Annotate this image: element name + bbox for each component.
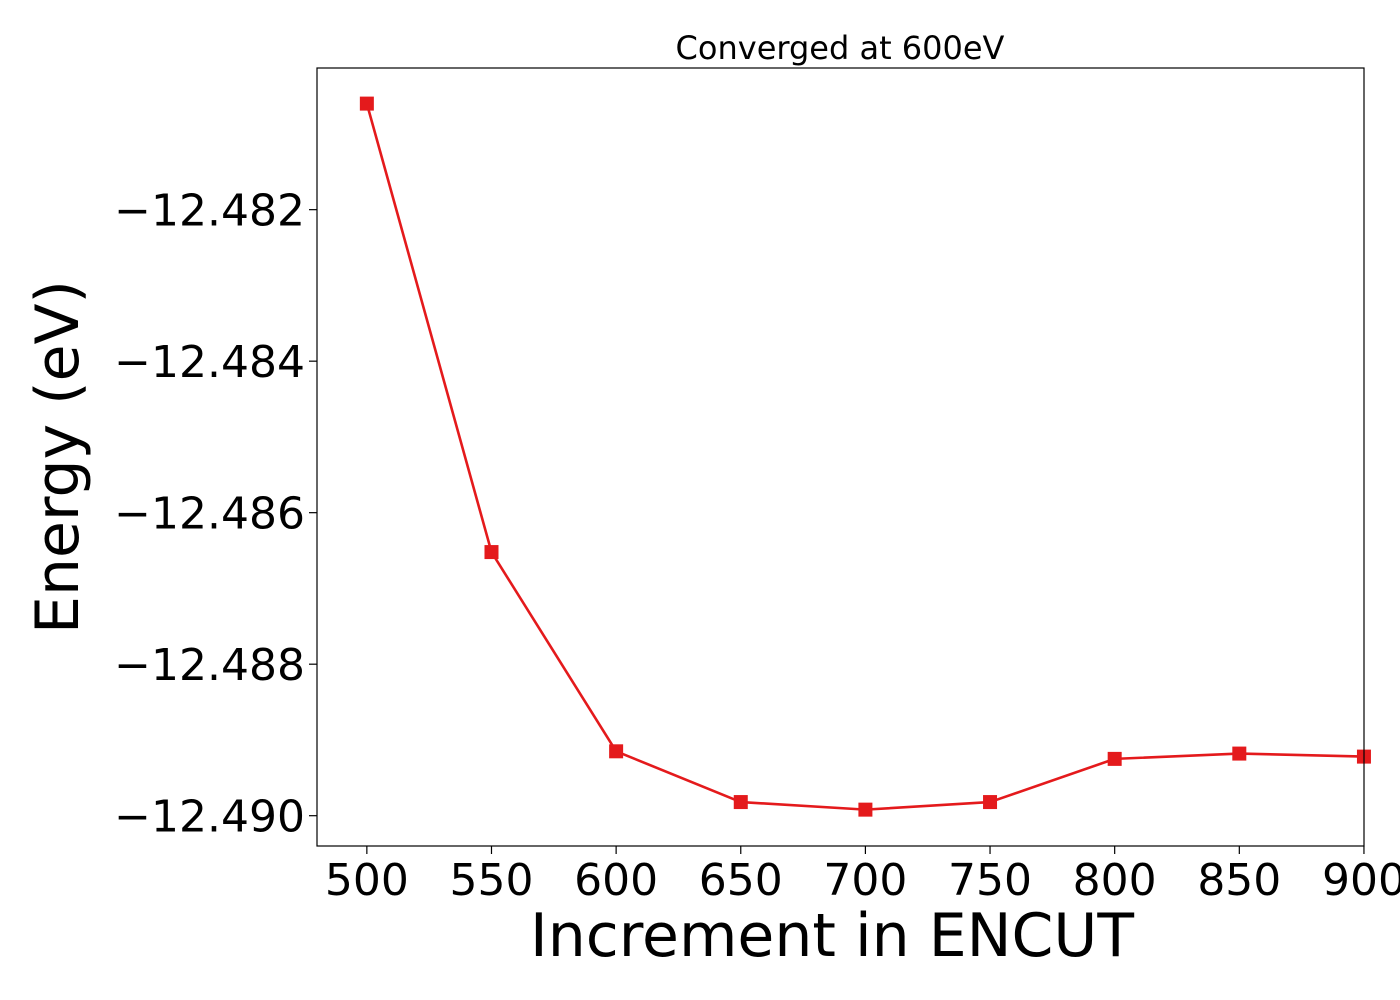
data-point [609, 744, 624, 759]
x-axis-label: Increment in ENCUT [530, 901, 1134, 971]
y-tick-label: −12.482 [114, 186, 305, 237]
data-point [1232, 746, 1247, 761]
data-point [359, 96, 374, 111]
x-tick-label: 750 [948, 855, 1032, 906]
x-tick-label: 650 [699, 855, 783, 906]
data-point [858, 802, 873, 817]
x-tick-label: 600 [574, 855, 658, 906]
y-axis-label: Energy (eV) [23, 280, 93, 634]
x-tick-label: 550 [449, 855, 533, 906]
x-tick-label: 900 [1322, 855, 1400, 906]
y-tick-label: −12.490 [114, 792, 305, 843]
data-point [733, 795, 748, 810]
axis-tick-labels: 500 550 600 650 700 750 800 850 900 −12.482 −12.48… [114, 186, 1400, 906]
data-point [1107, 751, 1122, 766]
y-tick-label: −12.488 [114, 640, 305, 691]
x-tick-label: 800 [1073, 855, 1157, 906]
x-tick-label: 500 [325, 855, 409, 906]
x-tick-label: 700 [823, 855, 907, 906]
chart-title: Converged at 600eV [676, 29, 1005, 67]
axis-ticks [309, 209, 1365, 854]
plot-frame [316, 67, 1365, 847]
data-point [983, 795, 998, 810]
x-tick-label: 850 [1197, 855, 1281, 906]
y-tick-label: −12.484 [114, 337, 305, 388]
y-tick-label: −12.486 [114, 489, 305, 540]
data-point [484, 545, 499, 560]
